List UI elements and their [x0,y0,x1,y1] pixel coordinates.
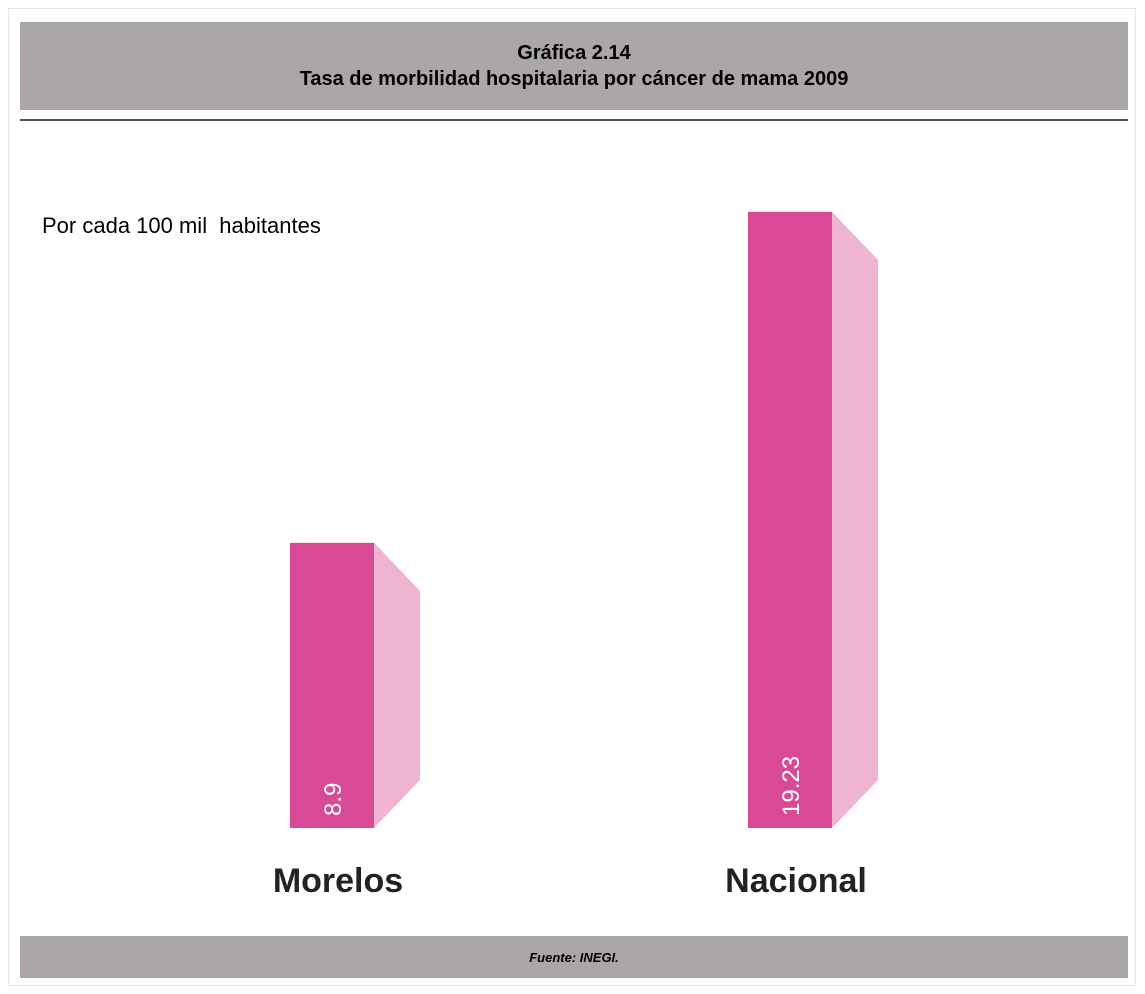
value-label-morelos: 8.9 [320,783,347,816]
chart-footer: Fuente: INEGI. [20,936,1128,978]
bar-group-nacional: 19.23 Nacional [725,211,878,900]
y-axis-unit-label: Por cada 100 mil habitantes [42,213,321,238]
category-label-nacional: Nacional [725,862,867,900]
chart-header: Gráfica 2.14 Tasa de morbilidad hospital… [20,22,1128,110]
source-note: Fuente: INEGI. [529,949,619,965]
chart-frame [8,8,1136,986]
category-label-morelos: Morelos [273,862,403,900]
chart-title: Gráfica 2.14 [517,42,631,64]
value-label-nacional: 19.23 [778,756,805,816]
bar-group-morelos: 8.9 Morelos [273,542,420,900]
bar-nacional [748,211,832,828]
bar-morelos [290,542,374,828]
chart-subtitle: Tasa de morbilidad hospitalaria por cánc… [299,68,849,90]
bar-side-morelos [374,542,420,828]
bar-side-nacional [832,211,878,828]
header-divider [20,119,1128,121]
